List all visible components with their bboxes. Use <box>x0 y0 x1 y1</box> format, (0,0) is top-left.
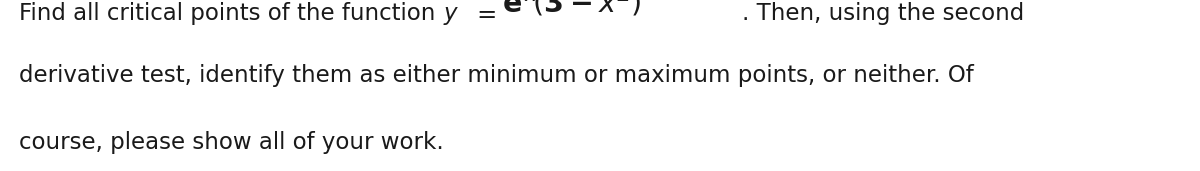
Text: course, please show all of your work.: course, please show all of your work. <box>19 131 444 154</box>
Text: derivative test, identify them as either minimum or maximum points, or neither. : derivative test, identify them as either… <box>19 64 974 87</box>
Text: $\mathit{y}$: $\mathit{y}$ <box>443 4 460 27</box>
Text: . Then, using the second: . Then, using the second <box>742 2 1024 25</box>
Text: Find all critical points of the function: Find all critical points of the function <box>19 2 443 25</box>
Text: $\bf{e}^{\,\it{x}}\!\left(\bf{3}-\bf{\it{x}}^{\bf{2}}\right)$: $\bf{e}^{\,\it{x}}\!\left(\bf{3}-\bf{\it… <box>502 0 641 19</box>
Text: $=$: $=$ <box>472 1 496 25</box>
